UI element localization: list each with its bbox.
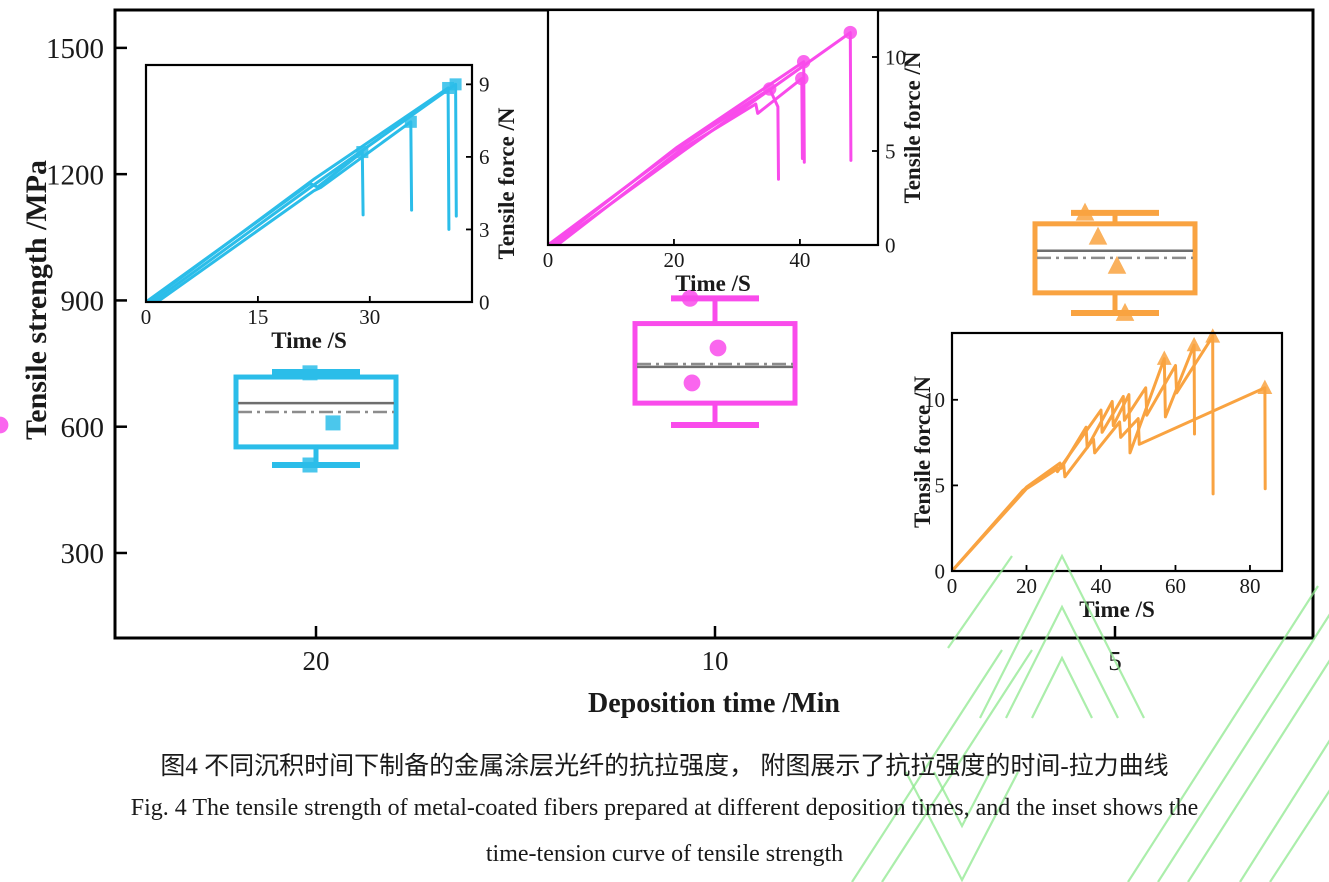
inset-x-tick-label: 0 — [141, 305, 152, 329]
inset-curve — [549, 60, 806, 246]
inset-x-axis-title: Time /S — [1079, 597, 1155, 622]
inset-y-tick-label: 0 — [935, 559, 946, 583]
boxplot-data-point — [325, 415, 341, 431]
inset-curve-marker — [843, 25, 858, 40]
watermark-line — [933, 771, 991, 829]
main-y-tick-label: 600 — [61, 412, 105, 444]
caption-chinese: 图4 不同沉积时间下制备的金属涂层光纤的抗拉强度， 附图展示了抗拉强度的时间-拉… — [160, 753, 1169, 780]
caption-english-line1: Fig. 4 The tensile strength of metal-coa… — [130, 795, 1199, 821]
inset-curve-marker — [1186, 336, 1202, 352]
inset-curve — [155, 120, 414, 303]
inset-x-tick-label: 60 — [1165, 574, 1186, 598]
main-x-tick-label: 10 — [702, 646, 729, 676]
inset-frame-20min — [144, 63, 474, 304]
inset-y-axis-title: Tensile force /N — [494, 107, 519, 259]
inset-frame-10min — [546, 8, 880, 247]
boxplot-data-point — [683, 374, 701, 392]
boxplot-data-point — [302, 457, 318, 473]
inset-curve — [555, 77, 804, 246]
main-y-axis-title: Tensile strength /MPa — [20, 160, 53, 440]
main-y-tick-label: 1200 — [46, 159, 104, 191]
inset-x-axis-title: Time /S — [271, 328, 347, 353]
watermark-line — [979, 553, 1145, 719]
inset-curve-marker — [404, 115, 417, 128]
inset-x-tick-label: 40 — [789, 248, 810, 272]
inset-curves-20min — [145, 82, 458, 303]
inset-y-axis-title: Tensile force /N — [900, 51, 925, 203]
inset-y-tick-label: 5 — [935, 474, 946, 498]
watermark-line — [1187, 659, 1329, 882]
watermark-line — [905, 771, 1019, 882]
watermark-line — [851, 649, 1003, 882]
boxplot-data-point — [1075, 202, 1095, 221]
main-y-tick-label: 900 — [61, 286, 105, 318]
inset-curve — [951, 334, 1215, 572]
inset-x-tick-label: 80 — [1239, 574, 1260, 598]
main-x-tick-label: 20 — [303, 646, 330, 676]
inset-y-tick-label: 6 — [479, 145, 490, 169]
boxplot-data-point — [0, 416, 9, 434]
watermark-line — [881, 649, 1033, 882]
boxplot-data-point — [1107, 255, 1127, 274]
inset-y-tick-label: 0 — [479, 290, 490, 314]
watermark-line — [1127, 585, 1319, 882]
inset-curve-marker — [1156, 350, 1172, 365]
inset-background-5min — [952, 333, 1282, 571]
inset-curves-5min — [951, 334, 1267, 572]
watermark-line — [1031, 655, 1093, 719]
inset-x-tick-label: 0 — [947, 574, 958, 598]
inset-y-tick-label: 0 — [885, 233, 896, 257]
inset-curve-marker — [1257, 379, 1273, 395]
main-y-tick-label: 300 — [61, 538, 105, 570]
boxplot-data-point — [1115, 302, 1135, 321]
inset-y-tick-label: 10 — [924, 388, 945, 412]
inset-curve — [951, 386, 1267, 572]
inset-y-tick-label: 10 — [885, 45, 906, 69]
inset-y-tick-label: 9 — [479, 73, 490, 97]
caption-english-line2: time-tension curve of tensile strength — [485, 841, 844, 867]
boxplot-box-10min — [632, 321, 798, 406]
inset-x-tick-label: 20 — [1016, 574, 1037, 598]
inset-curve — [151, 82, 458, 303]
boxplot-data-point — [709, 339, 727, 357]
inset-curve-marker — [762, 82, 777, 96]
boxplot-data-point — [681, 289, 699, 307]
watermark-line — [1005, 604, 1119, 719]
watermark-line — [1239, 739, 1329, 882]
boxplot-data-point — [302, 365, 318, 381]
inset-curve-marker — [1205, 328, 1221, 343]
inset-y-tick-label: 3 — [479, 218, 490, 242]
watermark-line — [1157, 613, 1329, 882]
inset-x-tick-label: 20 — [663, 248, 684, 272]
inset-curve-marker — [795, 71, 809, 86]
inset-y-axis-title: Tensile force /N — [910, 376, 935, 528]
inset-x-axis-title: Time /S — [675, 271, 751, 296]
main-x-axis-title: Deposition time /Min — [588, 688, 840, 719]
main-y-tick-label: 1500 — [46, 33, 104, 65]
inset-x-tick-label: 0 — [543, 248, 554, 272]
boxplot-box-5min — [1032, 221, 1198, 296]
inset-frame-5min — [950, 331, 1284, 573]
inset-curve — [146, 86, 451, 303]
inset-x-tick-label: 40 — [1090, 574, 1111, 598]
watermark-line — [947, 555, 1013, 649]
boxplot-data-point — [1088, 226, 1108, 245]
inset-curve-marker — [796, 54, 811, 69]
inset-curve-marker — [449, 78, 462, 91]
inset-y-tick-label: 5 — [885, 139, 896, 163]
inset-x-tick-label: 15 — [247, 305, 268, 329]
inset-curve-marker — [356, 146, 369, 159]
inset-x-tick-label: 30 — [359, 305, 380, 329]
watermark-line — [1269, 789, 1329, 882]
